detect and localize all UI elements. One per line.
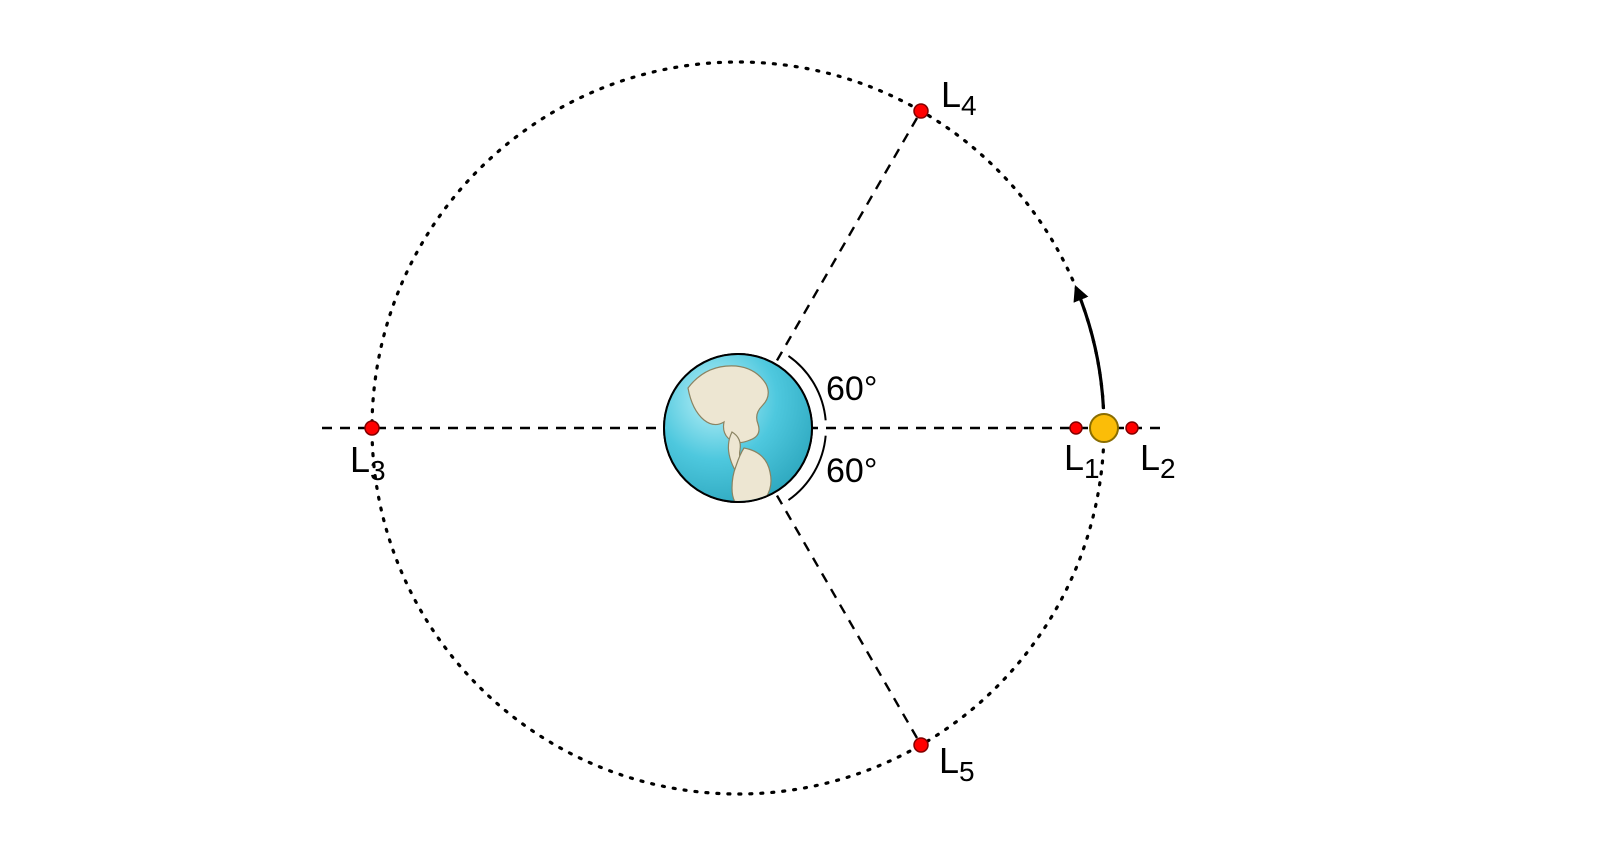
label-l5: L5	[939, 740, 975, 787]
point-l1	[1070, 422, 1082, 434]
earth-icon	[664, 354, 812, 509]
line-earth-l5	[777, 496, 921, 745]
line-earth-l4	[777, 111, 921, 360]
angle-label-lower: 60°	[826, 452, 877, 490]
point-l2	[1126, 422, 1138, 434]
label-l4: L4	[941, 74, 977, 121]
label-l3: L3	[350, 439, 386, 486]
lagrange-diagram: L3 L4 L5 L1 L2 60° 60°	[0, 0, 1600, 864]
direction-arrow	[1077, 291, 1103, 409]
label-l2: L2	[1140, 437, 1176, 484]
label-l1: L1	[1064, 437, 1100, 484]
moon-icon	[1090, 414, 1118, 442]
point-l5	[914, 738, 928, 752]
angle-label-upper: 60°	[826, 370, 877, 408]
point-l4	[914, 104, 928, 118]
point-l3	[365, 421, 379, 435]
